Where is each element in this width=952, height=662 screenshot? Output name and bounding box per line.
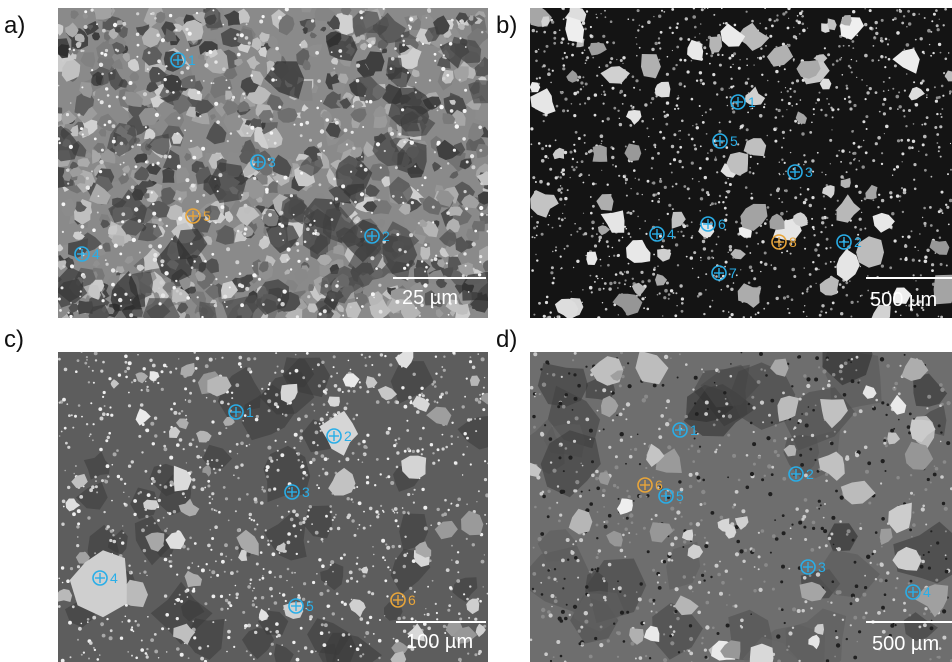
marker-number: 1 xyxy=(748,94,756,110)
measurement-marker-6: 6 xyxy=(637,477,663,493)
marker-number: 4 xyxy=(923,584,931,600)
marker-number: 7 xyxy=(729,265,737,281)
sem-panel-c: 1 2 3 4 5 6 100 µm xyxy=(58,352,488,662)
marker-number: 3 xyxy=(302,484,310,500)
sem-image-d: 1 2 3 4 56 500 µm xyxy=(530,352,952,662)
marker-number: 5 xyxy=(676,488,684,504)
marker-number: 4 xyxy=(92,246,100,262)
measurement-marker-3: 3 xyxy=(787,164,813,180)
marker-number: 1 xyxy=(246,404,254,420)
measurement-marker-5: 5 xyxy=(185,208,211,224)
sem-panel-a: 1 2 3 4 5 25 µm xyxy=(58,8,488,318)
marker-number: 3 xyxy=(268,154,276,170)
measurement-marker-6: 6 xyxy=(700,216,726,232)
panel-label-a: a) xyxy=(4,12,26,39)
measurement-marker-2: 2 xyxy=(326,428,352,444)
sem-panel-b: 1 2 3 4 5 6 7 8 500 µm xyxy=(530,8,952,318)
marker-number: 2 xyxy=(854,234,862,250)
measurement-marker-4: 4 xyxy=(92,570,118,586)
marker-number: 5 xyxy=(203,208,211,224)
marker-number: 1 xyxy=(690,422,698,438)
marker-number: 8 xyxy=(789,234,797,250)
sem-image-a: 1 2 3 4 5 25 µm xyxy=(58,8,488,318)
scale-bar-label: 500 µm xyxy=(872,633,939,655)
measurement-marker-2: 2 xyxy=(836,234,862,250)
panel-label-c: c) xyxy=(4,326,24,353)
marker-number: 6 xyxy=(718,216,726,232)
measurement-marker-3: 3 xyxy=(284,484,310,500)
measurement-marker-1: 1 xyxy=(730,94,756,110)
measurement-marker-5: 5 xyxy=(288,598,314,614)
measurement-marker-4: 4 xyxy=(649,226,675,242)
measurement-marker-4: 4 xyxy=(74,246,100,262)
marker-number: 4 xyxy=(667,226,675,242)
marker-number: 6 xyxy=(408,592,416,608)
measurement-marker-1: 1 xyxy=(228,404,254,420)
marker-number: 1 xyxy=(188,52,196,68)
marker-number: 3 xyxy=(818,559,826,575)
panel-label-d: d) xyxy=(496,326,518,353)
marker-number: 2 xyxy=(382,228,390,244)
measurement-marker-3: 3 xyxy=(250,154,276,170)
scale-bar-label: 100 µm xyxy=(406,631,473,653)
measurement-marker-7: 7 xyxy=(711,265,737,281)
measurement-marker-4: 4 xyxy=(905,584,931,600)
measurement-marker-6: 6 xyxy=(390,592,416,608)
measurement-marker-2: 2 xyxy=(788,466,814,482)
measurement-marker-1: 1 xyxy=(672,422,698,438)
marker-number: 5 xyxy=(306,598,314,614)
scale-bar-label: 25 µm xyxy=(402,287,458,309)
marker-number: 5 xyxy=(730,133,738,149)
panel-label-b: b) xyxy=(496,12,518,39)
sem-image-b: 1 2 3 4 5 6 7 8 500 µm xyxy=(530,8,952,318)
scale-bar-label: 500 µm xyxy=(870,289,937,311)
measurement-marker-3: 3 xyxy=(800,559,826,575)
measurement-marker-5: 5 xyxy=(658,488,684,504)
sem-image-c: 1 2 3 4 5 6 100 µm xyxy=(58,352,488,662)
measurement-marker-2: 2 xyxy=(364,228,390,244)
marker-number: 6 xyxy=(655,477,663,493)
marker-number: 3 xyxy=(805,164,813,180)
measurement-marker-8: 8 xyxy=(771,234,797,250)
marker-number: 4 xyxy=(110,570,118,586)
marker-number: 2 xyxy=(806,466,814,482)
marker-number: 2 xyxy=(344,428,352,444)
measurement-marker-1: 1 xyxy=(170,52,196,68)
measurement-marker-5: 5 xyxy=(712,133,738,149)
